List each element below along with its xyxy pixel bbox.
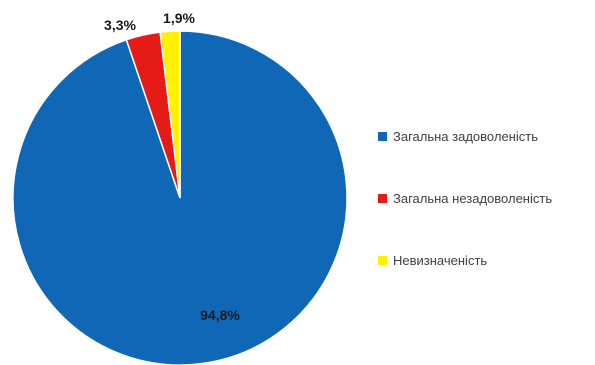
legend-item-uncertainty: Невизначеність <box>378 250 593 270</box>
data-label-satisfaction: 94,8% <box>200 307 240 323</box>
legend-swatch-dissatisfaction <box>378 193 387 203</box>
legend-label-dissatisfaction: Загальна незадоволеність <box>393 190 553 206</box>
legend-label-uncertainty: Невизначеність <box>393 252 488 268</box>
pie-slices <box>12 30 348 365</box>
legend-item-satisfaction: Загальна задоволеність <box>378 126 593 146</box>
pie-data-labels: 94,8% 3,3% 1,9% <box>104 10 240 323</box>
data-label-dissatisfaction: 3,3% <box>104 17 136 33</box>
legend-item-dissatisfaction: Загальна незадоволеність <box>378 188 593 208</box>
pie-slice-uncertainty <box>159 30 181 199</box>
data-label-uncertainty: 1,9% <box>163 10 195 26</box>
legend-swatch-uncertainty <box>378 255 387 265</box>
legend: Загальна задоволеність Загальна незадово… <box>378 126 593 270</box>
legend-label-satisfaction: Загальна задоволеність <box>393 128 538 144</box>
legend-swatch-satisfaction <box>378 131 387 141</box>
